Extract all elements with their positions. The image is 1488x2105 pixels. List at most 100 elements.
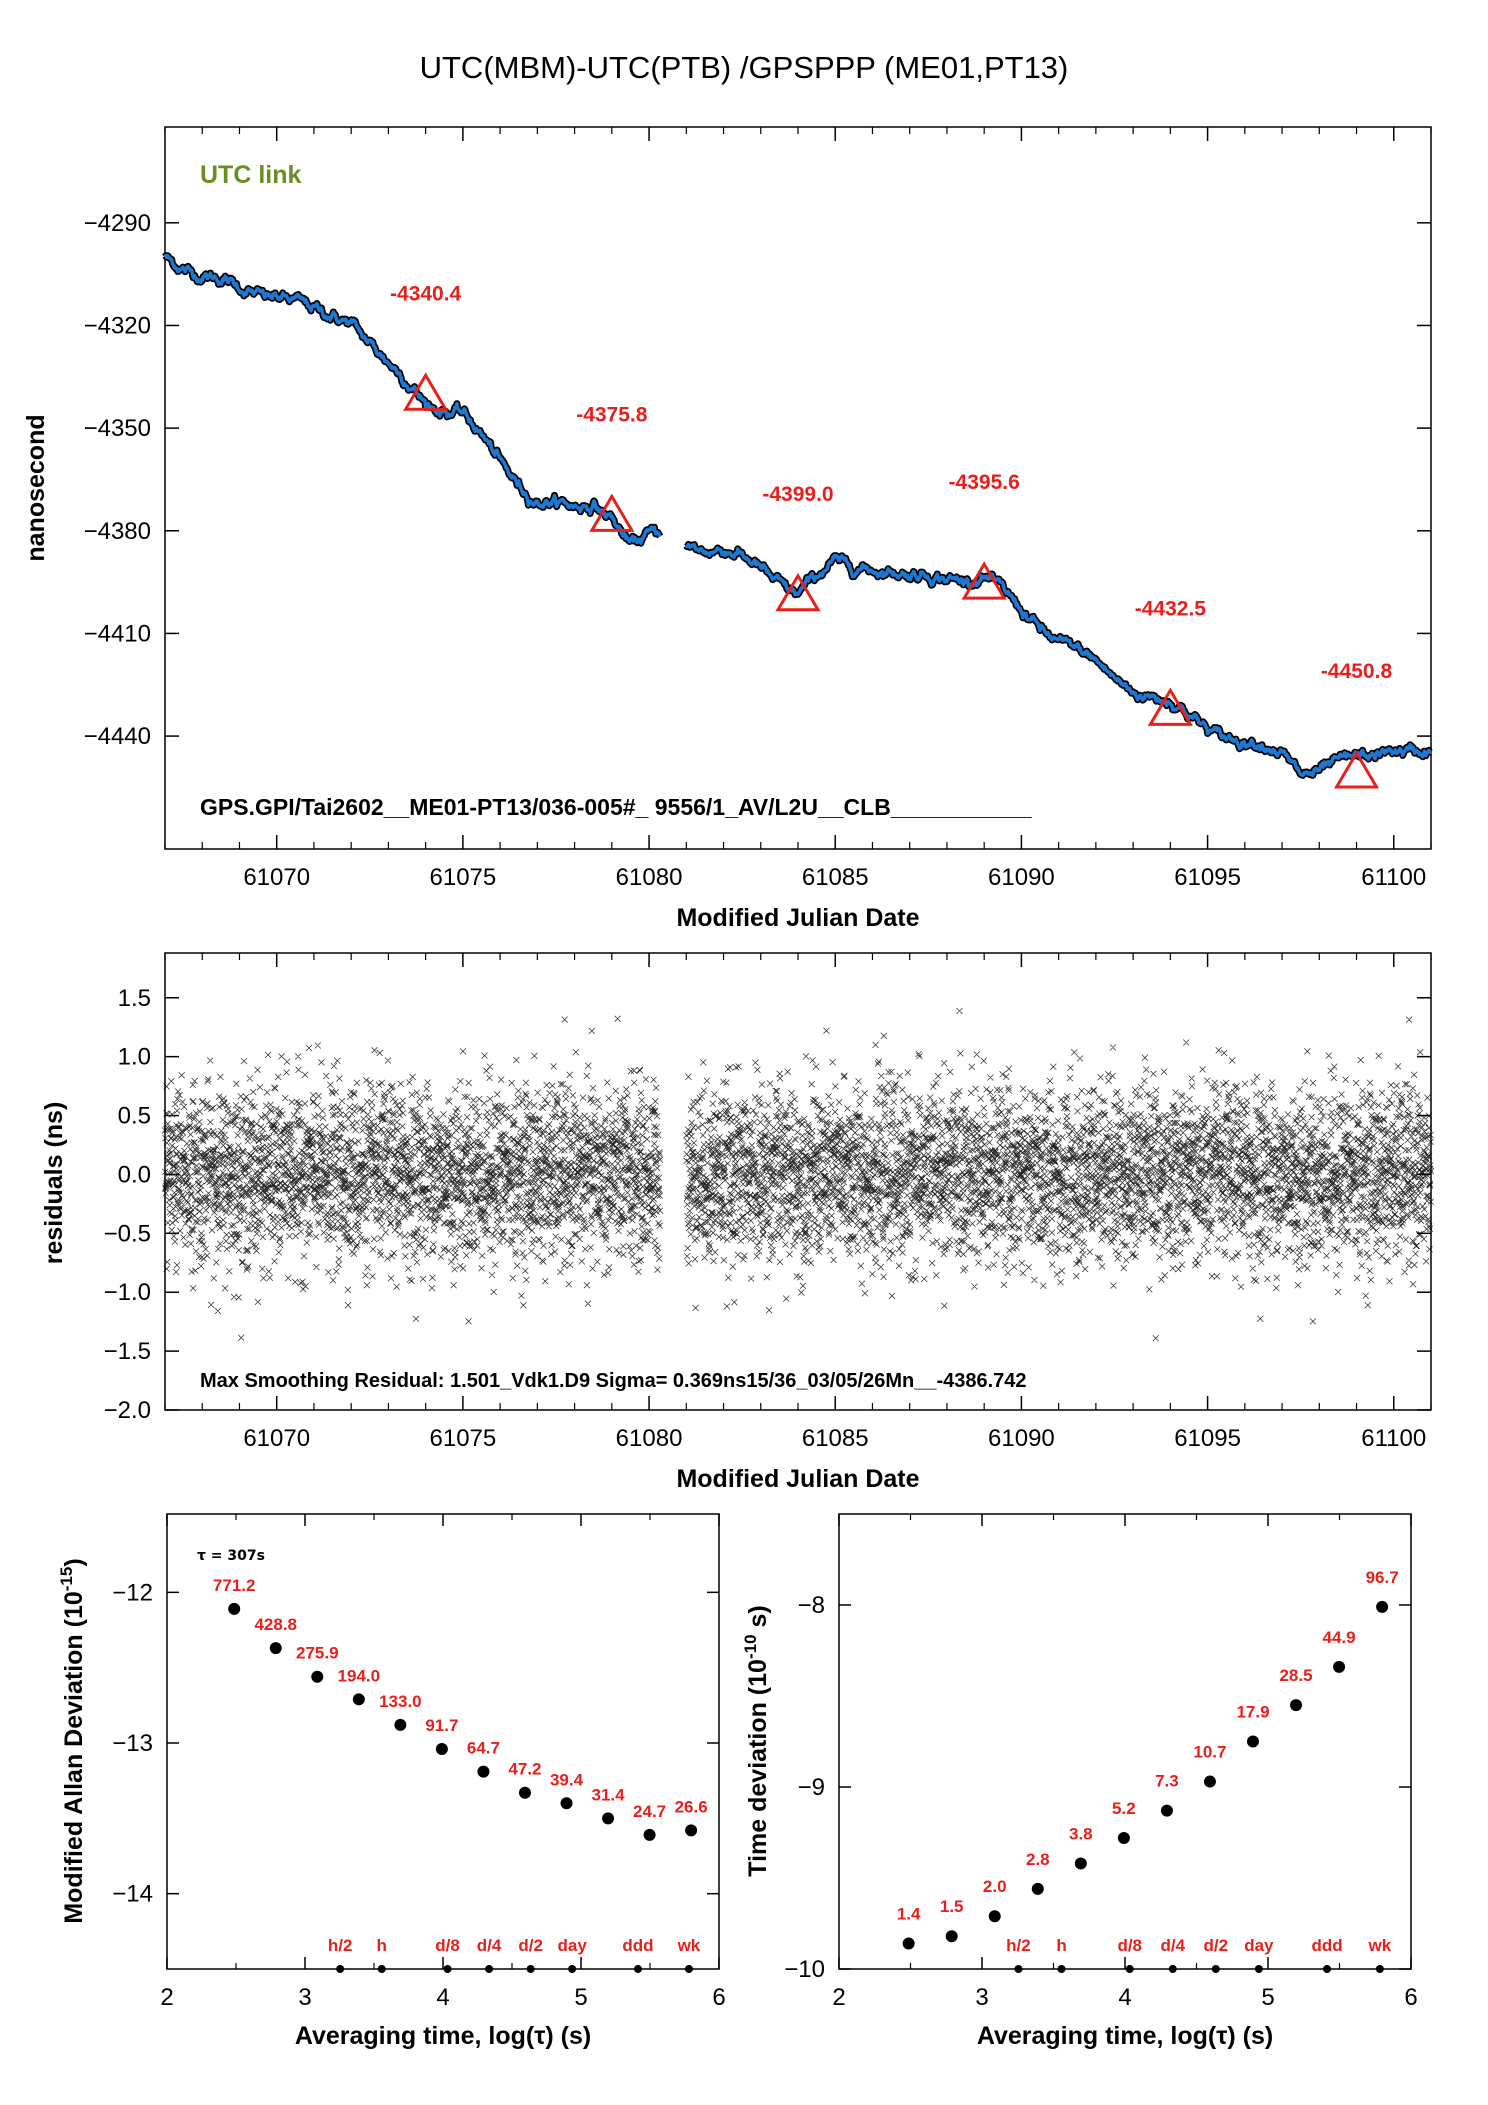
x-tick-label: 4 <box>1118 1984 1131 2011</box>
reference-label: d/2 <box>518 1936 543 1955</box>
y-tick-label: −4320 <box>84 312 151 339</box>
deviation-value-label: 428.8 <box>254 1615 297 1634</box>
y-tick-label: −4410 <box>84 620 151 647</box>
deviation-point <box>902 1937 915 1950</box>
deviation-value-label: 275.9 <box>296 1644 339 1663</box>
x-tick-label: 61070 <box>243 1425 310 1452</box>
reference-dot <box>1168 1965 1177 1973</box>
reference-dot <box>377 1965 386 1973</box>
mdev-reference-marks: h/2 h d/8 d/4 d/2 day ddd wk <box>328 1936 701 1973</box>
reference-label: day <box>558 1936 588 1955</box>
link-series-line-a <box>163 253 662 545</box>
y-tick-label: −4440 <box>84 723 151 750</box>
deviation-point <box>560 1797 573 1810</box>
residuals-x-axis-label: Modified Julian Date <box>676 1465 919 1493</box>
reference-label: d/2 <box>1204 1936 1229 1955</box>
residuals-panel: 61070 61075 61080 61085 61090 61095 61100 1.5 1.… <box>40 952 1435 1493</box>
x-tick-label: 3 <box>298 1984 311 2011</box>
y-tick-label: −14 <box>112 1881 153 1908</box>
deviation-value-label: 10.7 <box>1193 1743 1226 1762</box>
deviation-value-label: 31.4 <box>592 1785 626 1804</box>
y-tick-label: 0.5 <box>118 1103 151 1130</box>
reference-label: d/8 <box>1117 1936 1142 1955</box>
y-tick-label: −4350 <box>84 415 151 442</box>
x-tick-label: 61095 <box>1174 1425 1241 1452</box>
deviation-value-label: 24.7 <box>633 1802 666 1821</box>
marker-label: -4399.0 <box>762 483 833 506</box>
x-tick-label: 61100 <box>1361 864 1426 891</box>
x-tick-label: 61090 <box>988 1425 1055 1452</box>
reference-label: h <box>377 1936 387 1955</box>
deviation-point <box>1333 1660 1346 1673</box>
deviation-point <box>477 1765 490 1778</box>
reference-dot <box>1125 1965 1134 1973</box>
deviation-value-label: 47.2 <box>508 1760 541 1779</box>
tdev-plot-frame <box>838 1513 1412 1970</box>
link-panel: 61070 61075 61080 61085 61090 61095 61100 −4290… <box>22 126 1434 932</box>
deviation-value-label: 133.0 <box>379 1692 422 1711</box>
tdev-ylabel-exponent: -10 <box>741 1634 760 1659</box>
deviation-value-label: 39.4 <box>550 1770 584 1789</box>
reference-label: h/2 <box>1006 1936 1031 1955</box>
reference-dot <box>1014 1965 1023 1973</box>
x-tick-label: 2 <box>832 1984 845 2011</box>
deviation-point <box>1290 1699 1303 1712</box>
reference-label: h/2 <box>328 1936 353 1955</box>
mdev-ticks: 2 3 4 5 6 −12 −13 −14 <box>112 1514 726 2011</box>
y-tick-label: −12 <box>112 1579 153 1606</box>
reference-label: ddd <box>1311 1936 1342 1955</box>
y-tick-label: −9 <box>798 1774 825 1801</box>
reference-dot <box>684 1965 693 1973</box>
tdev-x-axis-label: Averaging time, log(τ) (s) <box>977 2022 1273 2050</box>
link-series-line-b-envelope <box>683 540 1434 779</box>
mdev-ylabel-main: Modified Allan Deviation (10 <box>60 1591 88 1923</box>
x-tick-label: 2 <box>160 1984 173 2011</box>
reference-dot <box>443 1965 452 1973</box>
deviation-value-label: 2.8 <box>1026 1850 1050 1869</box>
reference-label: wk <box>677 1936 701 1955</box>
x-tick-label: 6 <box>712 1984 725 2011</box>
mdev-points: 771.2 428.8 275.9 194.0 133.091.7 64.7 47.2 39.… <box>213 1576 708 1841</box>
x-tick-label: 61090 <box>988 864 1055 891</box>
marker-label: -4432.5 <box>1135 597 1207 620</box>
y-tick-label: −8 <box>798 1592 825 1619</box>
y-tick-label: −10 <box>784 1956 825 1983</box>
x-tick-label: 61070 <box>243 864 310 891</box>
deviation-value-label: 1.5 <box>940 1897 964 1916</box>
deviation-point <box>228 1602 241 1615</box>
deviation-value-label: 96.7 <box>1366 1568 1399 1587</box>
reference-dot <box>1254 1965 1263 1973</box>
mdev-x-axis-label: Averaging time, log(τ) (s) <box>295 2022 591 2050</box>
deviation-point <box>518 1786 531 1799</box>
y-tick-label: −1.5 <box>104 1338 151 1365</box>
deviation-value-label: 2.0 <box>983 1877 1007 1896</box>
mdev-ylabel-tail: ) <box>60 1558 88 1566</box>
deviation-value-label: 64.7 <box>467 1739 500 1758</box>
marker-label: -4340.4 <box>390 282 462 305</box>
link-series-line-b <box>684 542 1433 778</box>
reference-label: d/4 <box>477 1936 502 1955</box>
x-tick-label: 6 <box>1404 1984 1417 2011</box>
x-tick-label: 61085 <box>802 864 869 891</box>
y-tick-label: −4380 <box>84 518 151 545</box>
mdev-panel: 2 3 4 5 6 −12 −13 −14 771.2 428.8 275.9 194.0 133.0… <box>57 1513 726 2050</box>
reference-dot <box>1211 1965 1220 1973</box>
marker-label: -4375.8 <box>576 403 648 426</box>
tdev-y-axis-label: Time deviation (10-10 s) <box>741 1605 772 1876</box>
deviation-point <box>394 1718 407 1731</box>
x-tick-label: 61075 <box>430 1425 497 1452</box>
reference-dot <box>1057 1965 1066 1973</box>
deviation-value-label: 17.9 <box>1236 1703 1269 1722</box>
deviation-point <box>352 1693 365 1706</box>
y-tick-label: −2.0 <box>104 1397 151 1424</box>
y-tick-label: −4290 <box>84 210 151 237</box>
x-tick-label: 61095 <box>1174 864 1241 891</box>
x-tick-label: 3 <box>975 1984 988 2011</box>
deviation-value-label: 3.8 <box>1069 1824 1093 1843</box>
y-tick-label: 1.5 <box>118 985 151 1012</box>
reference-dot <box>1375 1965 1384 1973</box>
marker-label: -4395.6 <box>949 471 1020 494</box>
deviation-point <box>311 1670 324 1683</box>
x-tick-label: 61080 <box>616 864 683 891</box>
marker-triangle <box>775 572 821 612</box>
